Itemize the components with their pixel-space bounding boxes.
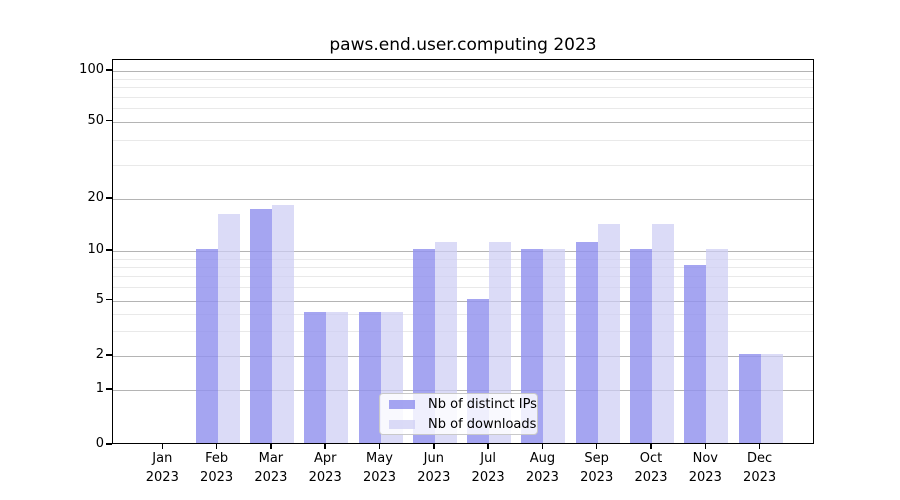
legend-swatch-downloads (389, 419, 415, 429)
gridline-minor (113, 287, 813, 289)
bar-ips-nov (684, 264, 707, 443)
gridline-minor (113, 266, 813, 268)
legend-row-downloads: Nb of downloads (380, 414, 537, 434)
x-tick-label-dec: Dec 2023 (743, 451, 777, 485)
x-tick-mark (215, 444, 218, 449)
gridline-major (113, 71, 813, 72)
y-tick-label: 50 (87, 112, 104, 128)
legend-swatch-distinct-ips (389, 399, 415, 409)
gridline-minor (113, 87, 813, 89)
gridline-major (113, 121, 813, 123)
gridline-minor (113, 108, 813, 110)
legend-box: Nb of distinct IPs Nb of downloads (379, 393, 538, 435)
bar-downloads-oct (652, 223, 674, 443)
gridline-minor (113, 258, 813, 260)
y-tick-mark (106, 298, 112, 301)
y-axis-tick-labels: 0 1 2 5 10 20 50 100 (0, 0, 104, 500)
y-tick-mark (106, 69, 112, 71)
gridline-major (113, 300, 813, 302)
gridline-minor (113, 78, 813, 80)
y-tick-label: 2 (95, 347, 104, 362)
legend-label-downloads: Nb of downloads (428, 416, 537, 432)
y-tick-label: 0 (95, 436, 104, 451)
chart-title: paws.end.user.computing 2023 (329, 35, 597, 55)
x-tick-label-jul: Jul 2023 (471, 451, 505, 485)
gridline-minor (113, 331, 813, 333)
x-tick-mark (433, 444, 435, 449)
x-tick-label-mar: Mar 2023 (254, 451, 288, 485)
gridline-minor (113, 96, 813, 98)
y-tick-label: 1 (95, 381, 104, 396)
y-tick-mark (106, 354, 112, 356)
gridline-minor (113, 276, 813, 278)
x-tick-mark (161, 444, 164, 449)
x-tick-label-sep: Sep 2023 (580, 451, 614, 485)
bar-downloads-jul (489, 241, 512, 443)
bar-downloads-sep (597, 223, 620, 443)
gridline-minor (113, 164, 813, 166)
x-tick-label-aug: Aug 2023 (525, 451, 559, 485)
plot-area (112, 59, 814, 444)
y-tick-label: 10 (87, 242, 104, 257)
bar-ips-mar (249, 209, 272, 443)
bar-ips-feb (195, 249, 218, 443)
x-tick-mark (758, 444, 761, 449)
gridline-minor (113, 314, 813, 316)
x-tick-label-jan: Jan 2023 (145, 451, 179, 485)
gridline-major (113, 356, 813, 357)
x-tick-label-may: May 2023 (362, 451, 397, 485)
x-tick-label-apr: Apr 2023 (308, 451, 342, 485)
x-tick-label-feb: Feb 2023 (200, 451, 234, 485)
x-tick-mark (324, 444, 326, 449)
bar-downloads-mar (271, 204, 294, 443)
bar-downloads-nov (706, 249, 729, 443)
y-tick-label: 5 (95, 291, 104, 307)
x-tick-label-jun: Jun 2023 (417, 451, 451, 485)
bar-downloads-apr (326, 312, 349, 443)
y-tick-label: 20 (87, 190, 104, 205)
y-tick-mark (106, 197, 112, 199)
x-tick-mark (487, 444, 489, 449)
gridline-major (113, 199, 813, 200)
bar-downloads-aug (543, 249, 566, 443)
x-tick-mark (378, 444, 381, 449)
gridline-major (113, 251, 813, 252)
x-tick-mark (541, 444, 544, 449)
legend-label-distinct-ips: Nb of distinct IPs (428, 396, 537, 412)
bar-downloads-dec (760, 354, 783, 443)
bar-ips-may (358, 312, 381, 443)
x-tick-label-nov: Nov 2023 (688, 451, 722, 485)
x-tick-mark (595, 444, 598, 449)
bar-ips-apr (304, 312, 327, 443)
bar-downloads-jun (434, 241, 457, 443)
y-tick-mark (106, 443, 112, 445)
bar-downloads-feb (217, 213, 240, 443)
x-tick-mark (704, 444, 707, 449)
gridline-minor (113, 140, 813, 142)
x-tick-mark (650, 444, 652, 449)
legend-row-distinct-ips: Nb of distinct IPs (380, 394, 537, 414)
y-tick-label: 100 (79, 62, 104, 77)
y-tick-mark (106, 119, 112, 122)
bar-ips-oct (630, 249, 652, 443)
y-tick-mark (106, 249, 112, 251)
x-tick-label-oct: Oct 2023 (634, 451, 668, 485)
bar-ips-dec (738, 354, 761, 443)
bar-ips-sep (575, 241, 598, 443)
gridline-major (113, 390, 813, 391)
x-tick-mark (270, 444, 272, 449)
y-tick-mark (106, 388, 112, 390)
